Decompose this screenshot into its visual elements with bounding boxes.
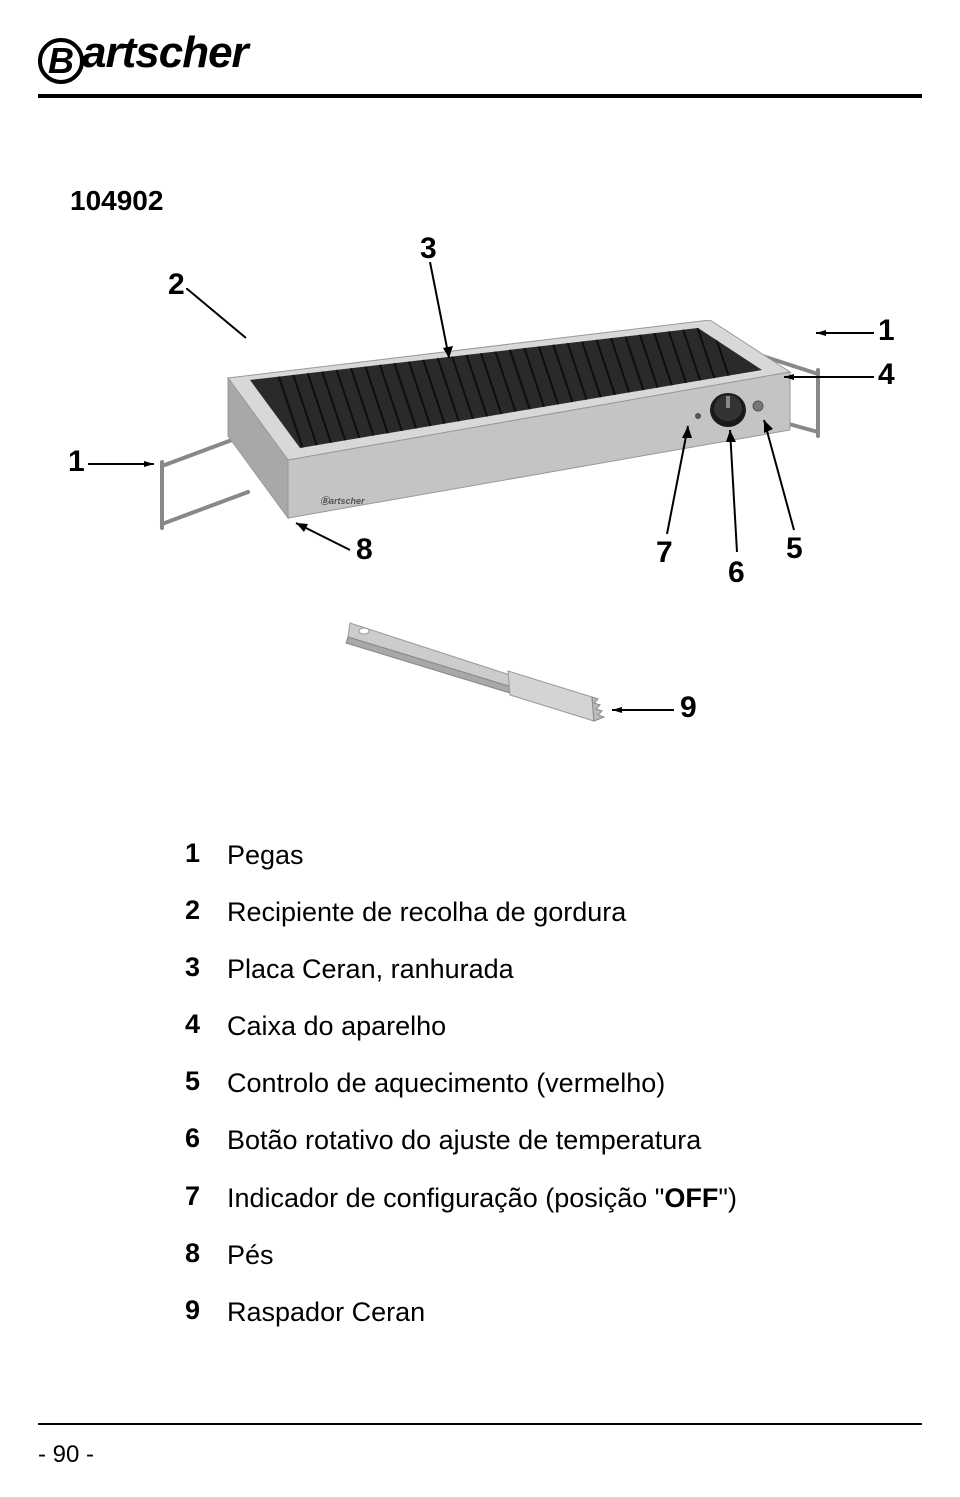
part-description: Recipiente de recolha de gordura — [227, 895, 626, 930]
callout-3: 3 — [420, 232, 437, 266]
callout-5: 5 — [786, 532, 803, 566]
footer-rule — [38, 1423, 922, 1425]
part-row: 1 Pegas — [185, 838, 835, 873]
part-number: 1 — [185, 838, 227, 869]
callout-2: 2 — [168, 268, 185, 302]
leader-4 — [780, 374, 876, 380]
svg-text:Ⓑartscher: Ⓑartscher — [320, 496, 365, 506]
leader-1-right — [812, 330, 876, 336]
part-number: 5 — [185, 1066, 227, 1097]
leader-7 — [664, 422, 694, 538]
part-row: 7 Indicador de configuração (posição "OF… — [185, 1181, 835, 1216]
brand-logo: Bartscher — [38, 28, 248, 78]
header-rule — [38, 94, 922, 98]
part-number: 4 — [185, 1009, 227, 1040]
part-row: 5 Controlo de aquecimento (vermelho) — [185, 1066, 835, 1101]
part-number: 2 — [185, 895, 227, 926]
part-row: 9 Raspador Ceran — [185, 1295, 835, 1330]
part-row: 2 Recipiente de recolha de gordura — [185, 895, 835, 930]
callout-4: 4 — [878, 358, 895, 392]
part-description: Botão rotativo do ajuste de temperatura — [227, 1123, 701, 1158]
brand-initial-icon: B — [38, 38, 84, 84]
leader-5 — [760, 416, 800, 534]
part-description: Placa Ceran, ranhurada — [227, 952, 514, 987]
callout-9: 9 — [680, 691, 697, 725]
product-diagram: Ⓑartscher 3 2 1 4 1 — [60, 240, 900, 800]
leader-3 — [427, 262, 457, 372]
part-description: Pegas — [227, 838, 304, 873]
part-number: 3 — [185, 952, 227, 983]
callout-6: 6 — [728, 556, 745, 590]
leader-9 — [608, 707, 678, 713]
callout-1-right: 1 — [878, 314, 895, 348]
part-row: 3 Placa Ceran, ranhurada — [185, 952, 835, 987]
part-description: Indicador de configuração (posição "OFF"… — [227, 1181, 737, 1216]
part-number: 8 — [185, 1238, 227, 1269]
part-description: Pés — [227, 1238, 274, 1273]
part-number: 6 — [185, 1123, 227, 1154]
part-description: Raspador Ceran — [227, 1295, 425, 1330]
leader-1-left — [88, 461, 160, 467]
leader-8 — [292, 520, 354, 556]
part-number: 9 — [185, 1295, 227, 1326]
part-row: 8 Pés — [185, 1238, 835, 1273]
product-code: 104902 — [70, 185, 163, 217]
callout-8: 8 — [356, 533, 373, 567]
part-description: Controlo de aquecimento (vermelho) — [227, 1066, 665, 1101]
part-number: 7 — [185, 1181, 227, 1212]
callout-1-left: 1 — [68, 445, 85, 479]
leader-2 — [186, 288, 261, 348]
part-row: 4 Caixa do aparelho — [185, 1009, 835, 1044]
scraper-illustration — [340, 605, 630, 735]
part-row: 6 Botão rotativo do ajuste de temperatur… — [185, 1123, 835, 1158]
parts-list: 1 Pegas 2 Recipiente de recolha de gordu… — [185, 838, 835, 1352]
callout-7: 7 — [656, 536, 673, 570]
brand-name: artscher — [82, 28, 248, 77]
leader-6 — [724, 426, 744, 556]
page-number: - 90 - — [38, 1441, 94, 1469]
part-description: Caixa do aparelho — [227, 1009, 446, 1044]
